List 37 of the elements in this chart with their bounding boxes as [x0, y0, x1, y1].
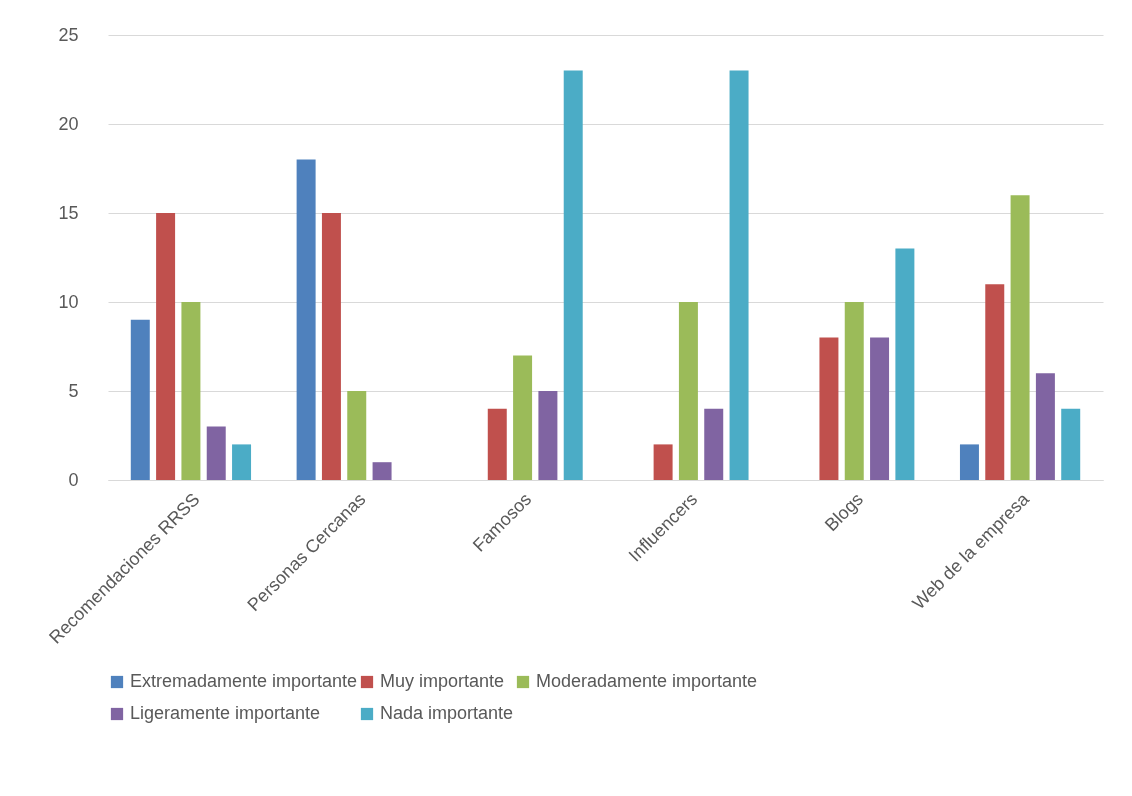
- legend-label: Ligeramente importante: [130, 703, 321, 723]
- bar: [538, 391, 558, 480]
- legend-label: Muy importante: [380, 671, 505, 691]
- bar: [563, 70, 583, 480]
- bar: [704, 408, 724, 480]
- legend-label: Extremadamente importante: [130, 671, 358, 691]
- bar: [678, 302, 698, 480]
- y-tick-label: 5: [68, 380, 79, 401]
- bar: [985, 284, 1005, 480]
- bar: [372, 462, 392, 480]
- bar: [1035, 373, 1055, 480]
- bar: [206, 426, 226, 480]
- bar: [156, 213, 176, 480]
- legend-label: Nada importante: [380, 703, 514, 723]
- y-tick-label: 20: [58, 113, 79, 134]
- bar: [130, 319, 150, 480]
- bar: [513, 355, 533, 480]
- legend-label: Moderadamente importante: [536, 671, 758, 691]
- bar: [181, 302, 201, 480]
- bar: [959, 444, 979, 480]
- bar: [296, 159, 316, 480]
- bar: [819, 337, 839, 480]
- bar: [729, 70, 749, 480]
- y-tick-label: 10: [58, 291, 79, 312]
- bar: [653, 444, 673, 480]
- bar: [870, 337, 890, 480]
- y-tick-label: 25: [58, 24, 79, 45]
- bar: [232, 444, 252, 480]
- bar: [487, 408, 507, 480]
- y-tick-label: 15: [58, 202, 79, 223]
- y-tick-label: 0: [68, 469, 79, 490]
- bar: [1061, 408, 1081, 480]
- bar: [1010, 195, 1030, 480]
- bar: [844, 302, 864, 480]
- bar: [321, 213, 341, 480]
- bar: [895, 248, 915, 480]
- bar: [347, 391, 367, 480]
